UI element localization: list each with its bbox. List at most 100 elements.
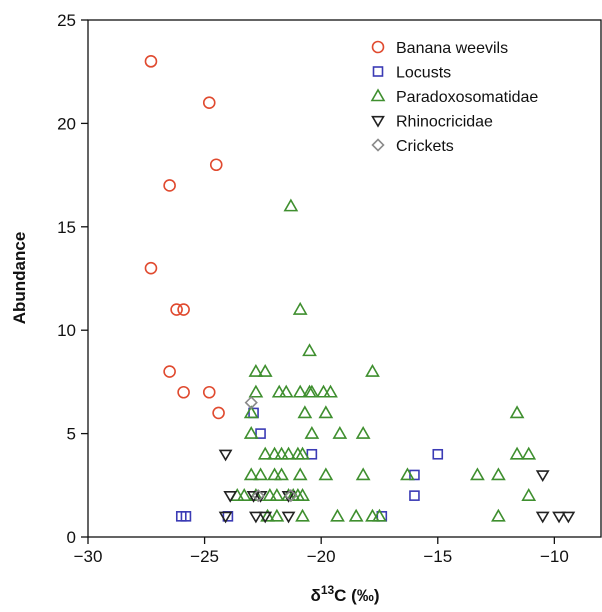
data-point [271,384,287,398]
data-point [248,384,264,398]
y-tick-label: 15 [57,218,76,237]
data-point [212,406,225,420]
data-point [281,446,296,460]
data-point [332,425,348,439]
data-point [292,467,308,481]
legend-item: Paradoxosomatidae [370,88,538,106]
data-point [318,467,334,481]
data-point [269,508,285,522]
data-point [491,508,506,522]
data-point [372,508,387,522]
data-point [202,385,216,399]
legend-marker [371,40,385,54]
data-point [295,488,310,501]
y-tick-label: 20 [57,114,76,133]
x-tick-label: −25 [190,547,219,566]
data-point [260,508,275,522]
data-point [246,490,261,503]
series-rhinocricidae [218,449,576,524]
data-point [509,405,525,419]
y-tick-label: 0 [67,528,76,547]
data-point [202,96,216,110]
data-point [278,384,294,398]
data-point [409,490,420,501]
x-tick-label: −20 [307,547,336,566]
x-tick-label: −15 [423,547,452,566]
data-point [243,405,259,419]
legend-marker [372,66,384,77]
legend: Banana weevils Locusts Paradoxosomatidae Rh… [370,40,538,155]
legend-item: Banana weevils [371,40,508,57]
legend-marker [370,88,386,102]
data-point [251,489,265,503]
data-point [552,511,566,524]
data-point [236,488,252,501]
data-point [274,446,289,460]
data-point [561,511,576,524]
y-tick-label: 25 [57,11,76,30]
data-point [432,448,444,460]
data-point [318,405,334,419]
data-point [302,343,317,357]
ticks-layer: −30 −25 −20 −15 −10 0 5 10 15 20 25 [57,11,569,566]
legend-marker [371,115,385,128]
data-point [316,384,331,398]
data-point [365,363,380,377]
data-point [365,508,380,522]
legend-marker [371,138,385,152]
data-point [330,508,345,522]
data-point [409,469,420,481]
data-point [248,363,264,377]
legend-label: Banana weevils [396,40,508,57]
data-point [306,448,318,460]
data-point [243,467,259,481]
data-point [163,179,176,192]
x-axis-title: δ13C (‰) [311,583,380,605]
data-point [292,384,308,398]
data-point [218,511,233,524]
series-locusts [175,407,444,522]
data-point [257,363,273,377]
data-point [281,511,296,524]
data-point [509,446,525,460]
plot-frame [87,19,602,538]
data-point [491,467,506,481]
marks-layer [144,55,576,524]
data-point [163,365,176,378]
data-point [295,446,310,460]
legend-label: Crickets [396,138,454,155]
data-point [209,158,223,172]
legend-label: Rhinocricidae [396,114,493,131]
legend-label: Locusts [396,65,451,82]
data-point [323,384,338,398]
data-point [267,446,282,460]
data-point [257,446,273,460]
data-point [535,511,550,524]
x-tick-label: −10 [540,547,569,566]
data-point [258,511,273,524]
data-point [297,405,313,419]
data-point [274,467,289,481]
data-point [180,511,192,522]
legend-label: Paradoxosomatidae [396,89,538,106]
data-point [295,508,310,522]
x-tick-label: −30 [74,547,103,566]
data-point [470,467,485,481]
legend-item: Rhinocricidae [371,114,493,131]
data-point [284,489,298,503]
data-point [248,511,263,524]
data-point [223,490,238,503]
legend-item: Crickets [371,138,454,155]
data-point [177,385,190,399]
data-point [218,449,233,462]
data-point [292,301,308,315]
data-point [348,508,364,522]
series-banana-weevils [144,55,225,420]
series-paradoxosomatidae [229,198,537,522]
data-point [535,470,550,483]
data-point [269,488,285,501]
x-axis-title-main: δ [311,586,321,605]
data-point [177,303,190,316]
data-point [144,55,158,68]
